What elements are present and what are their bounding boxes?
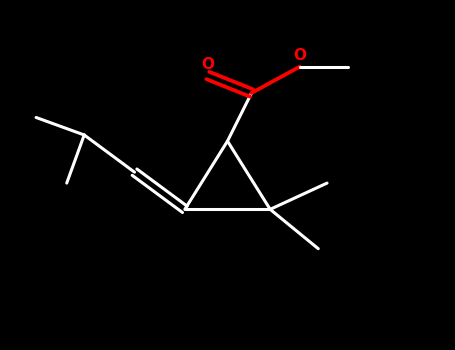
Text: O: O bbox=[293, 48, 306, 63]
Text: O: O bbox=[201, 57, 214, 72]
